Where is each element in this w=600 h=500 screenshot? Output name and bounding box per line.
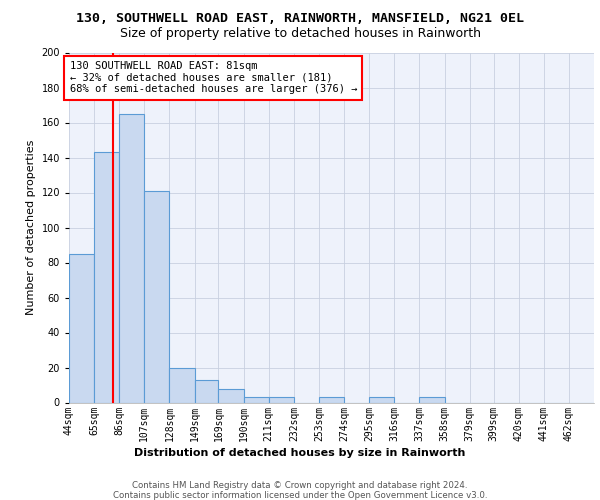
Bar — [169, 368, 194, 402]
Bar — [119, 114, 145, 403]
Bar — [194, 380, 218, 402]
Text: Contains public sector information licensed under the Open Government Licence v3: Contains public sector information licen… — [113, 491, 487, 500]
Bar — [244, 397, 269, 402]
Bar — [145, 190, 169, 402]
Bar — [269, 397, 294, 402]
Text: 130 SOUTHWELL ROAD EAST: 81sqm
← 32% of detached houses are smaller (181)
68% of: 130 SOUTHWELL ROAD EAST: 81sqm ← 32% of … — [70, 61, 357, 94]
Bar — [319, 397, 344, 402]
Bar — [369, 397, 394, 402]
Text: Size of property relative to detached houses in Rainworth: Size of property relative to detached ho… — [119, 28, 481, 40]
Text: Contains HM Land Registry data © Crown copyright and database right 2024.: Contains HM Land Registry data © Crown c… — [132, 481, 468, 490]
Bar — [69, 254, 94, 402]
Bar — [94, 152, 119, 403]
Y-axis label: Number of detached properties: Number of detached properties — [26, 140, 36, 315]
Bar — [218, 388, 244, 402]
Text: Distribution of detached houses by size in Rainworth: Distribution of detached houses by size … — [134, 448, 466, 458]
Bar — [419, 397, 445, 402]
Text: 130, SOUTHWELL ROAD EAST, RAINWORTH, MANSFIELD, NG21 0EL: 130, SOUTHWELL ROAD EAST, RAINWORTH, MAN… — [76, 12, 524, 26]
